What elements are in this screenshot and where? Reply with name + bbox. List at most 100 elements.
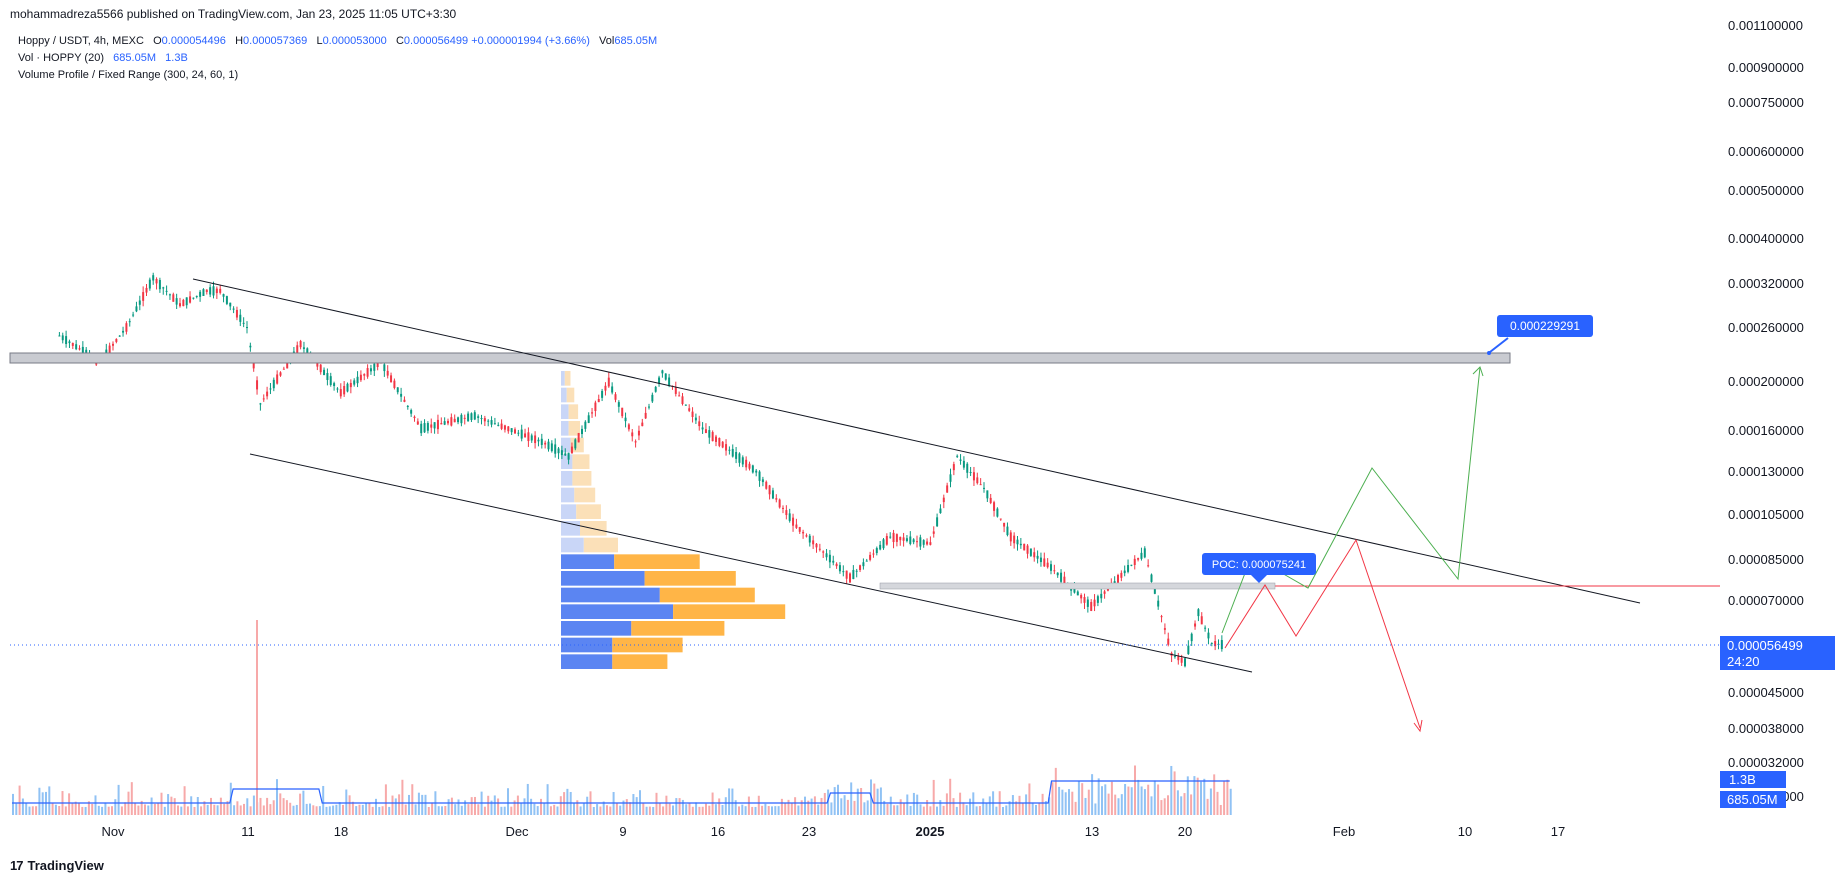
volume-bar [454, 804, 457, 815]
candle-body [1167, 638, 1170, 645]
vp-row-up [561, 504, 577, 519]
symbol-label[interactable]: Hoppy / USDT, 4h, MEXC [18, 35, 144, 47]
candle-body [651, 394, 654, 402]
volume-bar [949, 778, 952, 815]
channel-upper-line[interactable] [192, 278, 1641, 604]
candle-body [71, 342, 74, 346]
volume-bar [718, 798, 721, 815]
volume-bar [25, 803, 28, 815]
volume-bar [919, 804, 922, 815]
volume-bar [1160, 800, 1163, 815]
footer-brand[interactable]: 17 TradingView [10, 858, 104, 873]
target-label-box[interactable] [1497, 315, 1593, 337]
candle-body [219, 288, 222, 293]
candle-body [792, 517, 795, 526]
candle-body [909, 536, 912, 544]
candle-body [1120, 572, 1123, 578]
volume-bar [226, 801, 229, 815]
candle-body [1194, 623, 1197, 627]
volume-current-label: 685.05M [1727, 792, 1778, 807]
candle-body [430, 424, 433, 428]
bullish-projection-path[interactable] [1221, 366, 1481, 634]
candle-body [128, 321, 131, 323]
candle-body [738, 453, 741, 463]
candle-body [999, 518, 1002, 520]
vp-row-up [561, 587, 660, 603]
candle-body [668, 377, 671, 386]
vp-row-down [583, 537, 618, 553]
candle-body [1184, 658, 1186, 667]
volume-bar [1028, 783, 1031, 815]
volume-bar [691, 806, 694, 815]
volume-bar [1061, 789, 1064, 815]
volume-bar [813, 796, 816, 815]
volume-bar [520, 803, 523, 815]
resistance-zone[interactable] [9, 352, 1511, 364]
vp-row-up [561, 571, 645, 586]
price-axis[interactable]: 0.001100000 0.000900000 0.000750000 0.00060… [1728, 18, 1804, 804]
time-tick-label: 17 [1551, 824, 1565, 839]
volume-bar [368, 802, 371, 815]
volume-bar [820, 797, 823, 815]
candle-body [574, 439, 577, 449]
volume-bar [1134, 765, 1136, 815]
volume-bar [381, 806, 384, 815]
candle-body [879, 544, 882, 550]
candle-body [658, 377, 661, 384]
volume-bar [177, 805, 179, 815]
price-tick-label: 0.000130000 [1728, 464, 1804, 479]
volume-bar [173, 798, 176, 815]
candle-body [1157, 600, 1160, 607]
candle-body [641, 422, 644, 427]
volume-bar [193, 806, 196, 815]
volume-bar [1094, 803, 1097, 815]
candle-body [487, 420, 490, 422]
volume-bar [289, 802, 292, 815]
channel-lower-line[interactable] [249, 453, 1253, 673]
candle-body [885, 536, 888, 545]
candle-body [179, 303, 181, 307]
volume-bar [741, 804, 744, 815]
poc-label-box[interactable] [1202, 553, 1316, 575]
volume-bar [903, 803, 905, 815]
candle-body [125, 323, 128, 332]
volume-bar [97, 805, 100, 815]
candle-body [591, 412, 594, 414]
candle-body [875, 548, 878, 554]
candlesticks [58, 272, 1223, 668]
volume-bar [695, 802, 698, 815]
volume-bar [1206, 798, 1209, 815]
candle-body [440, 423, 443, 425]
tradingview-logo-icon: 17 [10, 858, 24, 873]
candle-body [115, 339, 118, 342]
price-tick-label: 0.000400000 [1728, 231, 1804, 246]
candle-body [299, 341, 302, 348]
volume-bar [470, 797, 473, 815]
time-axis[interactable]: Nov 11 18 Dec 9 16 23 2025 13 20 Feb 10 17 [101, 824, 1565, 839]
candle-body [246, 327, 248, 329]
volume-indicator-legend[interactable]: Vol · HOPPY (20) 685.05M 1.3B [18, 52, 188, 64]
candle-body [631, 432, 634, 437]
candle-body [550, 443, 553, 452]
volume-bar [1153, 780, 1156, 815]
volume-bar [645, 806, 648, 815]
current-price-label: 0.000056499 [1727, 638, 1803, 653]
volume-bar [1209, 788, 1212, 815]
volume-profile [561, 371, 786, 669]
candle-body [895, 534, 898, 542]
poc-label-text: POC: 0.000075241 [1212, 559, 1306, 571]
volume-bar [424, 794, 427, 815]
candle-body [453, 418, 456, 423]
candle-body [698, 421, 701, 427]
volume-profile-legend[interactable]: Volume Profile / Fixed Range (300, 24, 6… [18, 69, 238, 81]
candle-body [514, 429, 516, 434]
vp-row-up [561, 537, 584, 553]
volume-bar [441, 806, 443, 815]
volume-bar [579, 806, 582, 815]
bearish-projection-path[interactable] [1224, 538, 1421, 729]
candle-body [222, 294, 225, 297]
candle-body [597, 399, 600, 403]
volume-bar [711, 792, 714, 815]
volume-bar [513, 800, 516, 815]
